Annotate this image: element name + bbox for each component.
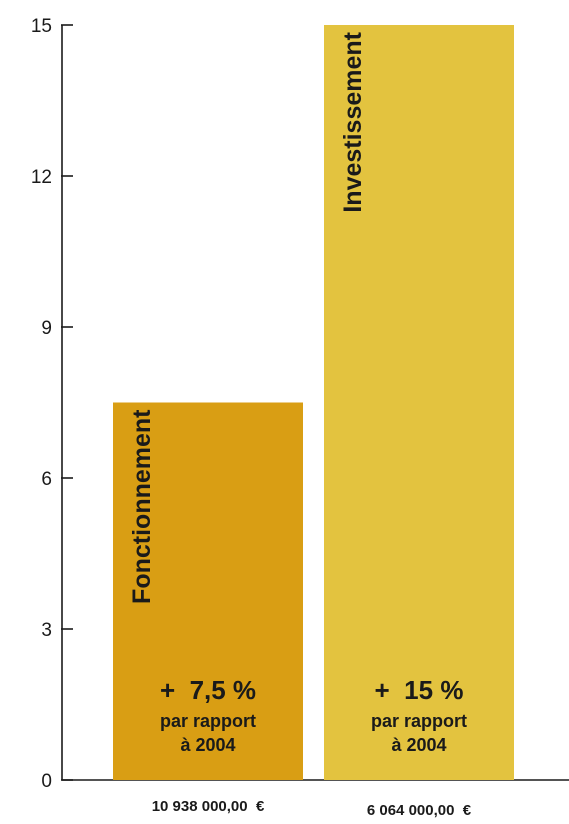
bar-percent-label-2: + 15 % xyxy=(375,675,464,705)
y-tick-label-3: 9 xyxy=(41,318,52,339)
bar-amount-label-1: 10 938 000,00 € xyxy=(152,798,265,815)
bar-group-2: Investissement + 15 % par rapport à 2004 6 0… xyxy=(324,25,514,819)
bar-name-label-1: Fonctionnement xyxy=(128,409,156,604)
bar-percent-label-1: + 7,5 % xyxy=(160,675,256,705)
y-tick-label-0: 0 xyxy=(41,771,52,792)
y-ticks: 0 3 6 9 12 15 xyxy=(31,16,73,792)
bar-reference-line1-1: par rapport xyxy=(160,711,256,731)
bar-reference-line2-1: à 2004 xyxy=(180,735,235,755)
bar-fonctionnement xyxy=(113,402,303,780)
bar-amount-label-2: 6 064 000,00 € xyxy=(367,802,472,819)
bar-investissement xyxy=(324,25,514,780)
y-tick-label-2: 6 xyxy=(41,469,52,490)
y-tick-label-4: 12 xyxy=(31,167,52,188)
bar-reference-line1-2: par rapport xyxy=(371,711,467,731)
y-tick-label-5: 15 xyxy=(31,16,52,37)
bar-reference-line2-2: à 2004 xyxy=(391,735,446,755)
bar-name-label-2: Investissement xyxy=(339,31,367,212)
bar-group-1: Fonctionnement + 7,5 % par rapport à 2004 10… xyxy=(113,402,303,815)
y-tick-label-1: 3 xyxy=(41,620,52,641)
bars: Fonctionnement + 7,5 % par rapport à 2004 10… xyxy=(113,25,514,819)
